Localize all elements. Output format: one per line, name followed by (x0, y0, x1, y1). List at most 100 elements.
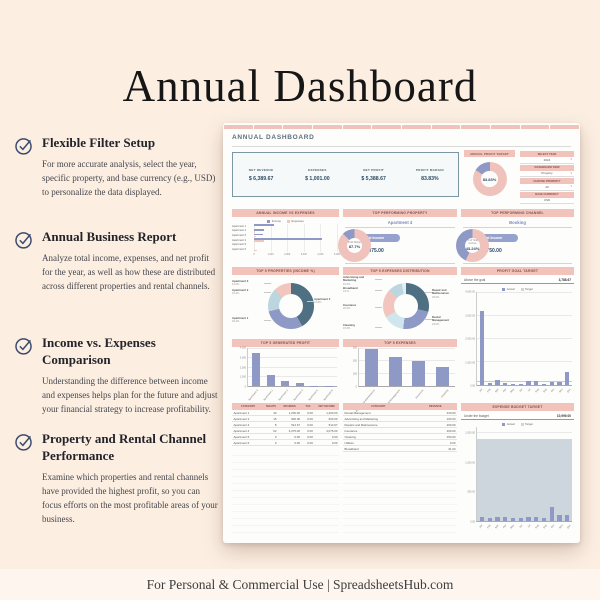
x-label: Nov (558, 388, 564, 394)
top-channel-name: Booking (509, 220, 526, 225)
gauge-center-label: Profit Margin (347, 240, 362, 244)
bar (281, 380, 290, 386)
table-row: Cleaning 150.00 (343, 434, 457, 440)
kpi-item: NET PROFIT $ 5,388.67 (346, 153, 402, 196)
filter-group: SELECT YEAR 2024 ▾ (520, 151, 574, 164)
y-tick: 4,000 (239, 346, 246, 350)
donut-label: Apartment 4 41.8% (307, 297, 339, 305)
section-header-generated-profit: TOP 5 GENERATED PROFIT (232, 339, 339, 347)
bar-slot (494, 292, 502, 385)
x-label: Apartment 3 (292, 389, 305, 402)
x-label-slot: Jul (524, 522, 532, 532)
plot-area (358, 347, 455, 387)
plot-area (476, 291, 572, 386)
header-cell: REVENUE (429, 405, 442, 408)
header-cell: CATEGORY (371, 405, 386, 408)
y-tick: 4,000.00 (465, 290, 475, 294)
x-label: Dec (566, 524, 572, 530)
table-cell: Cleaning (344, 434, 356, 439)
sheet-column-cell (491, 124, 520, 129)
y-tick: 1,000.00 (465, 461, 475, 465)
table-cell: Apartment 6 (233, 440, 250, 445)
x-label: Aug (534, 524, 540, 530)
leader-line (425, 291, 432, 293)
donut-label-value: 29.0% (432, 295, 440, 299)
bar-slot (563, 292, 571, 385)
bar (565, 514, 570, 521)
gridline (359, 347, 455, 348)
bar-pair (254, 247, 337, 252)
table-row: Utilities 0.00 (343, 440, 457, 446)
bar (526, 380, 531, 385)
table-row: Insurance 200.00 (343, 428, 457, 434)
sheet-column-cell (520, 124, 550, 129)
bar (495, 379, 500, 385)
bar (295, 382, 304, 386)
divider (345, 263, 455, 264)
header-cell: NET INCOME (318, 405, 335, 408)
x-label: Jan (478, 388, 484, 394)
filter-select[interactable]: Property ▾ (520, 170, 574, 177)
table-cell: 1,200.00 (326, 410, 338, 415)
feature-description: Examine which properties and rental chan… (42, 471, 218, 524)
x-label-slot: Sep (540, 386, 548, 396)
header-cell: CATEGORY (240, 405, 256, 408)
table-cell: 514.67 (328, 422, 338, 427)
top-property-card: Apartment 4 Total Income 4,075.00 Profit… (338, 218, 457, 265)
leader-line (375, 326, 382, 328)
x-label: Mar (494, 388, 500, 394)
bar (254, 238, 322, 240)
bar (254, 249, 258, 252)
x-tick: 5,000 (334, 252, 340, 256)
x-tick: 4,000 (317, 252, 324, 256)
table-cell: 15 (273, 416, 277, 421)
kpi-label: EXPENSES (308, 167, 327, 172)
table-cell: 0.00 (294, 434, 301, 439)
bar (526, 516, 531, 521)
bar (541, 518, 546, 521)
x-label-slot: Apartment 4 (247, 387, 262, 401)
table-cell: 8 (274, 422, 277, 427)
bar-row: Apartment 5 (232, 242, 339, 247)
x-label: Dec (566, 388, 572, 394)
category-label: Apartment 3 (232, 233, 247, 237)
x-label-slot: Nov (556, 522, 564, 532)
legend-item: Actual (502, 287, 515, 291)
table-cell: 150.00 (446, 434, 456, 439)
chart-legend: Actual Target (461, 286, 574, 292)
filter-select[interactable]: 2024 ▾ (520, 157, 574, 164)
bar-group (359, 348, 455, 386)
table-cell: 514.67 (291, 422, 301, 427)
y-tick: 3,000.00 (465, 314, 475, 317)
gridline (248, 347, 337, 348)
feature-list: Flexible Filter Setup For more accurate a… (13, 0, 219, 560)
donut-ring (383, 283, 429, 329)
table-cell: 0.00 (331, 434, 338, 439)
filter-select[interactable]: All ▾ (520, 184, 574, 191)
expenses-table: CATEGORY REVENUE Rental Management 230.00 Ad… (343, 403, 457, 452)
section-header-top-property: TOP PERFORMING PROPERTY (343, 209, 457, 217)
category-label: Apartment 5 (232, 243, 247, 247)
legend-label: Income (271, 219, 281, 223)
check-circle-icon (13, 431, 34, 452)
divider (463, 263, 572, 264)
bar (254, 235, 257, 238)
filter-select[interactable]: USD (520, 197, 574, 204)
gridline (320, 224, 321, 252)
table-cell: 0.00 (307, 416, 313, 421)
y-tick: 2,000 (239, 366, 246, 369)
x-tick: 3,000 (300, 252, 307, 256)
donut-label-value: 20.0% (343, 307, 351, 311)
x-label: Feb (486, 388, 492, 394)
y-tick: 0.00 (470, 384, 475, 388)
x-label-slot: Apr (500, 522, 508, 532)
donut-label: Repair and Maintenance 29.0% (425, 288, 457, 299)
x-axis-labels: Jan Feb Mar Apr May Jun Jul Aug Sep Oct Nov Dec (476, 522, 572, 532)
x-axis: 0 1,000 2,000 3,000 4,000 5,000 (253, 252, 340, 257)
category-label: Apartment 1 (232, 224, 247, 228)
leader-line (264, 282, 271, 284)
gauge-center-label: % of Total Income (467, 239, 478, 245)
bar-slot (278, 348, 293, 386)
gridline (248, 376, 337, 377)
x-label: May (510, 524, 516, 530)
